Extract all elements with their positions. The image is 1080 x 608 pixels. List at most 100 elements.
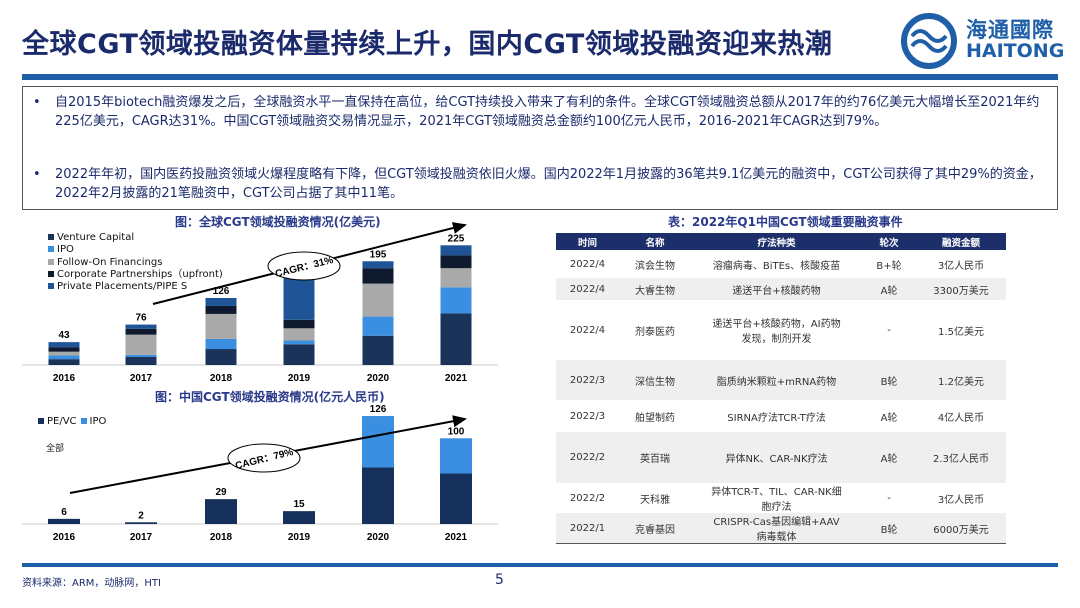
cagr-ellipse <box>267 251 341 281</box>
table-row: 2022/4 滨会生物 溶瘤病毒、BiTEs、核酸疫苗 B+轮 3亿人民币 <box>556 250 1006 278</box>
bar-segment-2020-1 <box>362 416 394 468</box>
cagr-ellipse <box>227 443 301 473</box>
legend-item: Venture Capital <box>48 232 223 244</box>
bar-segment-2018-0 <box>205 349 237 365</box>
table-cell: 2.3亿人民币 <box>916 432 1006 483</box>
legend-item: Corporate Partnerships（upfront) <box>48 269 223 281</box>
bar-segment-2016-3 <box>48 347 80 352</box>
table-cell: 2022/4 <box>569 324 606 336</box>
bar-segment-2016-1 <box>48 355 80 360</box>
tick-label-2021: 2021 <box>445 373 468 384</box>
table-cell: 递送平台+核酸药物，AI药物发现，制剂开发 <box>712 319 841 345</box>
total-label-2018: 126 <box>213 286 230 297</box>
column-header: 名称 <box>619 233 691 250</box>
table-cell: 3亿人民币 <box>937 260 985 272</box>
bar-segment-2016-0 <box>48 518 80 524</box>
legend-label: PE/VC <box>47 416 77 427</box>
page-title: 全球CGT领域投融资体量持续上升，国内CGT领域投融资迎来热潮 <box>22 29 833 60</box>
table-cell: 4亿人民币 <box>937 412 985 424</box>
table-cell: 剂泰医药 <box>635 326 675 338</box>
table-cell: B+轮 <box>876 260 902 272</box>
bar-segment-2017-3 <box>125 328 157 335</box>
tick-label-2017: 2017 <box>130 532 153 543</box>
total-label-2020: 195 <box>370 249 387 260</box>
table-cell: 深信生物 <box>619 360 691 400</box>
tick-label-2020: 2020 <box>367 373 390 384</box>
bar-segment-2021-1 <box>440 287 472 314</box>
summary-box: • 自2015年biotech融资爆发之后，全球融资水平一直保持在高位，给CGT持… <box>22 86 1058 210</box>
total-label-2018: 29 <box>215 487 227 498</box>
tick-label-2018: 2018 <box>210 532 233 543</box>
table-title: 表：2022年Q1中国CGT领域重要融资事件 <box>668 215 903 229</box>
legend-swatch <box>80 418 87 424</box>
table-cell: 2022/4 <box>556 278 619 300</box>
total-label-2016: 43 <box>58 330 70 341</box>
china-chart-title: 图：中国CGT领域投融资情况(亿元人民币) <box>155 390 385 404</box>
global-chart-title: 图：全球CGT领域投融资情况(亿美元) <box>175 215 381 229</box>
table-cell: - <box>887 324 891 336</box>
table-cell: - <box>887 492 891 504</box>
bar-segment-2019-3 <box>283 319 315 329</box>
bar-segment-2018-0 <box>205 499 237 524</box>
total-label-2021: 100 <box>448 426 465 437</box>
column-header: 疗法种类 <box>691 233 862 250</box>
table-row: 2022/4 大睿生物 递送平台+核酸药物 A轮 3300万美元 <box>556 278 1006 300</box>
legend-swatch <box>38 418 44 424</box>
table-row: 2022/3 舶望制药 SIRNA疗法TCR-T疗法 A轮 4亿人民币 <box>556 400 1006 432</box>
bullet-text: 2022年年初，国内医药投融资领域火爆程度略有下降，但CGT领域投融资依旧火爆。… <box>55 167 1042 201</box>
table-cell: 英百瑞 <box>619 432 691 483</box>
legend-swatch <box>48 283 54 290</box>
bullet-text: 自2015年biotech融资爆发之后，全球融资水平一直保持在高位，给CGT持续… <box>55 95 1040 129</box>
bar-segment-2017-2 <box>125 334 157 355</box>
table-cell: 递送平台+核酸药物 <box>691 278 862 300</box>
china-financing-chart: 620162201729201815201912620201002021CAGR… <box>22 404 498 543</box>
table-row: 2022/1 克睿基因 CRISPR-Cas基因编辑+AAV病毒载体 B轮 6000万美… <box>556 513 1006 544</box>
footer-rule <box>22 563 1058 567</box>
bullet-1: • 自2015年biotech融资爆发之后，全球融资水平一直保持在高位，给CGT持… <box>33 93 1043 131</box>
logo-text-zh: 海通國際 <box>966 18 1054 42</box>
legend-item: IPO <box>80 416 106 427</box>
tick-label-2019: 2019 <box>288 532 311 543</box>
logo-text-en: HAITONG <box>966 40 1065 62</box>
table-cell: 6000万美元 <box>916 513 1006 544</box>
bar-segment-2018-1 <box>205 338 237 350</box>
bar-segment-2016-0 <box>48 359 80 365</box>
source-note: 资料来源：ARM，动脉网，HTI <box>22 578 161 589</box>
column-header: 轮次 <box>862 233 916 250</box>
table-cell: 3亿人民币 <box>937 494 985 506</box>
tick-label-2017: 2017 <box>130 373 153 384</box>
bar-segment-2020-3 <box>362 268 394 284</box>
bar-segment-2019-0 <box>283 511 315 524</box>
table-row: 2022/2 英百瑞 异体NK、CAR-NK疗法 A轮 2.3亿人民币 <box>556 432 1006 483</box>
bar-segment-2017-0 <box>125 357 157 365</box>
bar-segment-2021-3 <box>440 255 472 269</box>
table-cell: 滨会生物 <box>635 260 675 272</box>
bar-segment-2020-0 <box>362 467 394 524</box>
tick-label-2016: 2016 <box>53 532 76 543</box>
bar-segment-2017-4 <box>125 324 157 329</box>
bar-segment-2019-2 <box>283 328 315 341</box>
table-cell: 3300万美元 <box>916 278 1006 300</box>
bar-segment-2019-0 <box>283 344 315 365</box>
legend-label: Follow-On Financings <box>57 256 163 268</box>
bar-segment-2018-2 <box>205 313 237 339</box>
legend-item: PE/VC <box>38 416 77 427</box>
tick-label-2020: 2020 <box>367 532 390 543</box>
table-cell: 天科雅 <box>640 494 670 506</box>
bar-segment-2020-2 <box>362 283 394 317</box>
page-number: 5 <box>495 572 504 588</box>
table-cell: 2022/4 <box>569 258 606 270</box>
total-label-2021: 225 <box>448 233 465 244</box>
table-cell: 2022/3 <box>569 410 606 422</box>
total-label-2017: 76 <box>135 313 147 324</box>
tick-label-2016: 2016 <box>53 373 76 384</box>
table-row: 2022/4 剂泰医药 递送平台+核酸药物，AI药物发现，制剂开发 - 1.5亿美元 <box>556 300 1006 360</box>
bullet-dot: • <box>33 167 41 182</box>
total-label-2020: 126 <box>370 404 387 415</box>
total-label-2017: 2 <box>138 510 144 521</box>
bar-segment-2019-4 <box>283 272 315 320</box>
table-row: 2022/3 深信生物 脂质纳米颗粒+mRNA药物 B轮 1.2亿美元 <box>556 360 1006 400</box>
table-cell: A轮 <box>862 432 916 483</box>
legend-item: Private Placements/PIPE S <box>48 281 223 293</box>
